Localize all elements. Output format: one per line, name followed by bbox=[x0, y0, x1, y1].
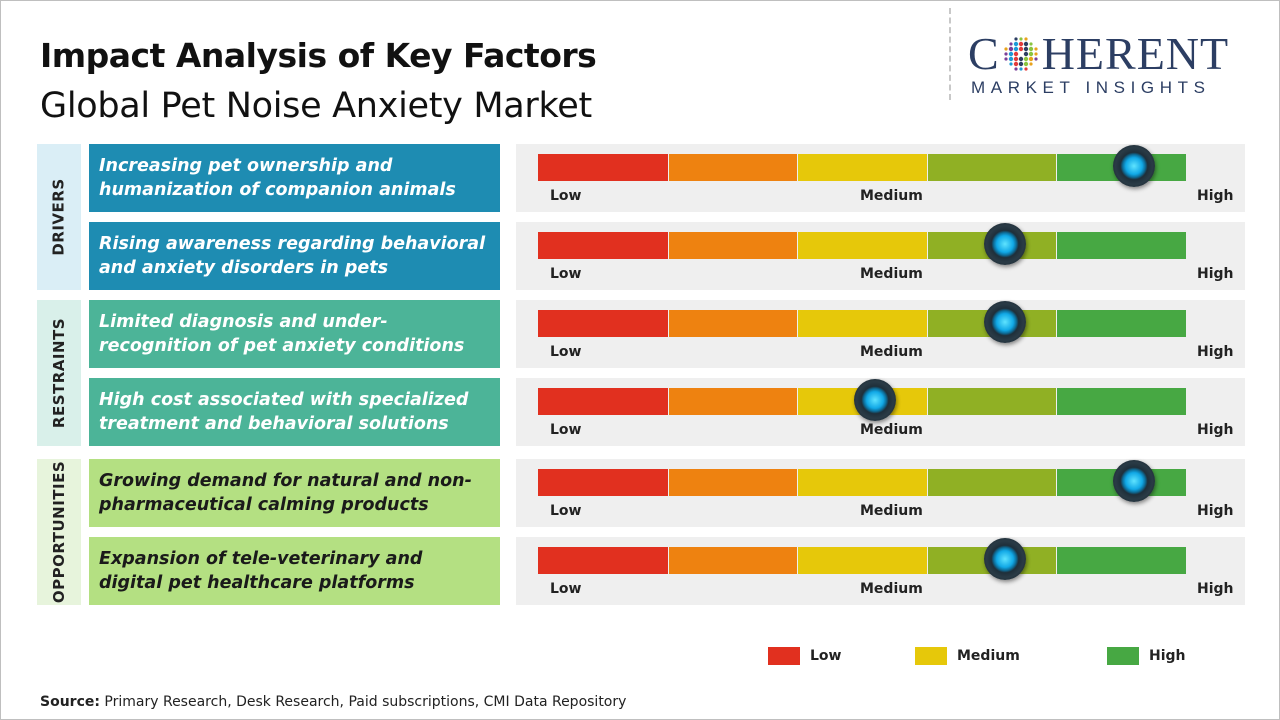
chart-subtitle: Global Pet Noise Anxiety Market bbox=[40, 86, 592, 126]
tick-label-low: Low bbox=[550, 422, 582, 438]
impact-scale-segment bbox=[927, 388, 1057, 415]
category-label-drivers: DRIVERS bbox=[50, 178, 69, 256]
tick-label-high: High bbox=[1197, 188, 1234, 204]
impact-marker-knob bbox=[983, 223, 1026, 265]
logo-text-right: HERENT bbox=[1041, 28, 1230, 79]
logo-dots-icon bbox=[1004, 37, 1038, 71]
source-label: Source: bbox=[40, 694, 100, 710]
legend-item-low: Low bbox=[768, 647, 841, 665]
impact-bar-panel: Low Medium High bbox=[516, 537, 1245, 605]
tick-label-low: Low bbox=[550, 188, 582, 204]
impact-scale-segment bbox=[798, 547, 927, 574]
category-drivers: DRIVERS bbox=[37, 144, 81, 290]
legend-item-medium: Medium bbox=[915, 647, 1020, 665]
tick-label-medium: Medium bbox=[860, 344, 923, 360]
tick-label-low: Low bbox=[550, 266, 582, 282]
category-label-restraints: RESTRAINTS bbox=[50, 317, 69, 429]
tick-label-high: High bbox=[1197, 266, 1234, 282]
factor-label: Growing demand for natural and non-pharm… bbox=[89, 459, 500, 527]
legend-label-high: High bbox=[1149, 648, 1186, 664]
legend-label-low: Low bbox=[810, 648, 842, 664]
tick-label-medium: Medium bbox=[860, 266, 923, 282]
tick-label-low: Low bbox=[550, 581, 582, 597]
impact-scale-segment bbox=[538, 388, 668, 415]
source-text: Primary Research, Desk Research, Paid su… bbox=[104, 694, 627, 710]
impact-scale-segment bbox=[1057, 310, 1186, 337]
tick-label-low: Low bbox=[550, 344, 582, 360]
factor-label: High cost associated with specialized tr… bbox=[89, 378, 500, 446]
legend-label-medium: Medium bbox=[957, 648, 1020, 664]
impact-scale-segment bbox=[798, 154, 927, 181]
impact-scale-segment bbox=[668, 154, 798, 181]
impact-bar-panel: Low Medium High bbox=[516, 144, 1245, 212]
legend-item-high: High bbox=[1107, 647, 1186, 665]
impact-scale-segment bbox=[798, 310, 927, 337]
category-opportunities: OPPORTUNITIES bbox=[37, 459, 81, 605]
company-logo: C HERENT MARKET INSIGHTS bbox=[968, 30, 1268, 98]
impact-marker-knob bbox=[853, 379, 896, 421]
legend-swatch-medium bbox=[915, 647, 947, 665]
tick-label-medium: Medium bbox=[860, 581, 923, 597]
impact-scale-segment bbox=[927, 154, 1057, 181]
impact-bar-panel: Low Medium High bbox=[516, 378, 1245, 446]
factor-label: Rising awareness regarding behavioral an… bbox=[89, 222, 500, 290]
category-label-opportunities: OPPORTUNITIES bbox=[50, 460, 68, 604]
impact-bar-panel: Low Medium High bbox=[516, 222, 1245, 290]
factor-label: Expansion of tele-veterinary and digital… bbox=[89, 537, 500, 605]
tick-label-low: Low bbox=[550, 503, 582, 519]
impact-scale-segment bbox=[1057, 388, 1186, 415]
impact-scale-segment bbox=[927, 469, 1057, 496]
impact-bar-panel: Low Medium High bbox=[516, 459, 1245, 527]
impact-marker-knob bbox=[983, 538, 1026, 580]
impact-scale-segment bbox=[538, 154, 668, 181]
logo-divider bbox=[949, 8, 951, 100]
legend-swatch-high bbox=[1107, 647, 1139, 665]
factor-label: Increasing pet ownership and humanizatio… bbox=[89, 144, 500, 212]
tick-label-medium: Medium bbox=[860, 422, 923, 438]
impact-scale-segment bbox=[668, 388, 798, 415]
impact-marker-knob bbox=[1113, 145, 1156, 187]
chart-title: Impact Analysis of Key Factors bbox=[40, 36, 597, 75]
tick-label-medium: Medium bbox=[860, 188, 923, 204]
impact-scale-segment bbox=[538, 469, 668, 496]
tick-label-high: High bbox=[1197, 344, 1234, 360]
impact-scale-segment bbox=[668, 469, 798, 496]
logo-text-left: C bbox=[968, 28, 1000, 79]
impact-scale-segment bbox=[798, 232, 927, 259]
impact-scale-segment bbox=[538, 232, 668, 259]
legend-swatch-low bbox=[768, 647, 800, 665]
tick-label-medium: Medium bbox=[860, 503, 923, 519]
logo-wordmark: C HERENT bbox=[968, 30, 1268, 78]
tick-label-high: High bbox=[1197, 503, 1234, 519]
impact-scale-segment bbox=[668, 547, 798, 574]
tick-label-high: High bbox=[1197, 422, 1234, 438]
impact-scale-segment bbox=[668, 310, 798, 337]
impact-marker-knob bbox=[1113, 460, 1156, 502]
impact-scale-segment bbox=[798, 469, 927, 496]
impact-scale-segment bbox=[538, 547, 668, 574]
logo-tagline: MARKET INSIGHTS bbox=[971, 78, 1211, 97]
tick-label-high: High bbox=[1197, 581, 1234, 597]
impact-scale-segment bbox=[1057, 232, 1186, 259]
source-note: Source: Primary Research, Desk Research,… bbox=[40, 694, 626, 710]
impact-scale-segment bbox=[538, 310, 668, 337]
category-restraints: RESTRAINTS bbox=[37, 300, 81, 446]
impact-scale-segment bbox=[668, 232, 798, 259]
impact-marker-knob bbox=[983, 301, 1026, 343]
factor-label: Limited diagnosis and under-recognition … bbox=[89, 300, 500, 368]
impact-scale-segment bbox=[1057, 547, 1186, 574]
impact-bar-panel: Low Medium High bbox=[516, 300, 1245, 368]
